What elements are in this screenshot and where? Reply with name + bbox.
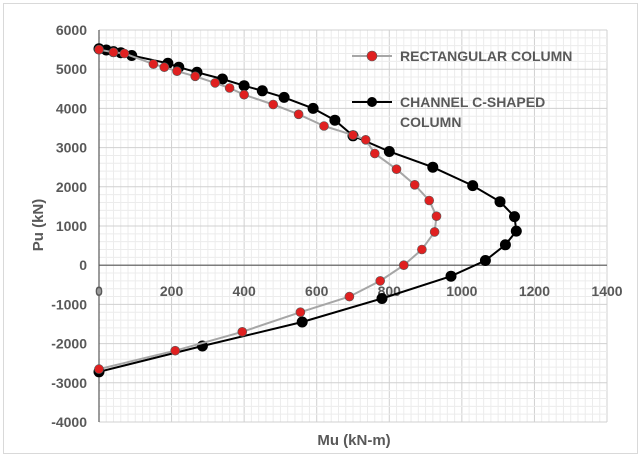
y-tick-label: -2000 (51, 336, 87, 352)
legend-label-rectangular: RECTANGULAR COLUMN (400, 48, 572, 64)
x-tick-label: 400 (232, 283, 256, 299)
channel-column-point (383, 146, 395, 157)
rectangular-column-point (170, 345, 180, 356)
legend-label-channel: CHANNEL C-SHAPED COLUMN (400, 94, 549, 130)
x-tick-label: 0 (95, 283, 103, 299)
rectangular-column-point (295, 307, 306, 318)
y-tick-label: 6000 (56, 22, 87, 38)
channel-column-line (98, 47, 518, 373)
rectangular-column-point (409, 180, 420, 190)
y-tick-label: 0 (79, 257, 87, 273)
rectangular-column-point (293, 109, 304, 120)
channel-column-point (238, 80, 250, 92)
y-tick-label: 5000 (56, 61, 87, 77)
channel-column-point (376, 293, 388, 304)
channel-column-point (494, 196, 506, 208)
rectangular-column-point (94, 44, 104, 55)
y-axis-title: Pu (kN) (30, 199, 47, 252)
rectangular-column-point (159, 62, 170, 72)
grid (98, 29, 608, 423)
x-axis-title: Mu (kN-m) (317, 432, 390, 449)
channel-column-point (479, 255, 491, 266)
channel-column-point (329, 114, 341, 126)
y-tick-label: -1000 (51, 296, 87, 312)
rectangular-column-point (237, 326, 248, 337)
channel-column-point (256, 85, 268, 97)
rectangular-column-point (424, 195, 435, 206)
y-tick-label: -3000 (51, 375, 87, 391)
rectangular-column-point (119, 48, 130, 59)
rectangular-column-point (239, 89, 249, 100)
rectangular-column-point (94, 364, 104, 374)
rectangular-column-point (344, 291, 355, 302)
rectangular-column-point (417, 244, 427, 255)
channel-column-point (278, 91, 290, 103)
rectangular-column-point (190, 71, 200, 82)
series-rectangular-column (94, 44, 442, 374)
series-layer (93, 43, 522, 378)
x-tick-label: 1000 (446, 283, 477, 299)
channel-column-point (467, 180, 479, 192)
channel-column-point (307, 102, 319, 114)
legend: RECTANGULAR COLUMN CHANNEL C-SHAPED COLU… (352, 48, 572, 130)
y-tick-label: 3000 (56, 140, 87, 156)
channel-column-point (296, 316, 308, 328)
channel-column-point (509, 211, 520, 223)
rectangular-column-point (172, 66, 182, 76)
channel-column-point (510, 225, 522, 237)
legend-marker-channel (367, 97, 377, 107)
y-tick-label: 4000 (56, 100, 87, 116)
x-tick-label: 600 (305, 283, 329, 299)
rectangular-column-point (429, 227, 440, 237)
rectangular-column-point (431, 211, 442, 221)
y-tick-label: 2000 (56, 179, 87, 195)
channel-column-point (499, 239, 511, 251)
rectangular-column-point (375, 276, 386, 286)
rectangular-column-point (319, 121, 329, 131)
channel-column-point (427, 161, 439, 173)
rectangular-column-point (148, 59, 159, 69)
rectangular-column-point (348, 130, 358, 140)
legend-label-channel-line1: CHANNEL C-SHAPED (400, 94, 545, 110)
y-tick-label: -4000 (51, 414, 87, 430)
x-tick-label: 1200 (519, 283, 550, 299)
rectangular-column-point (268, 99, 279, 110)
rectangular-column-point (108, 47, 119, 58)
rectangular-column-point (398, 260, 409, 271)
legend-label-channel-line2: COLUMN (400, 114, 461, 130)
rectangular-column-point (360, 135, 371, 145)
rectangular-column-point (210, 78, 220, 88)
channel-column-point (445, 270, 457, 282)
rectangular-column-point (369, 148, 380, 159)
rectangular-column-point (224, 83, 235, 93)
chart-frame (3, 3, 638, 454)
x-tick-label: 1400 (591, 283, 622, 299)
legend-marker-rectangular (366, 50, 378, 62)
tick-labels: 0 200 400 600 800 1000 1200 1400-4000-3000-2000… (51, 22, 623, 430)
x-tick-label: 200 (160, 283, 184, 299)
rectangular-column-point (391, 164, 402, 174)
y-tick-label: 1000 (56, 218, 87, 234)
